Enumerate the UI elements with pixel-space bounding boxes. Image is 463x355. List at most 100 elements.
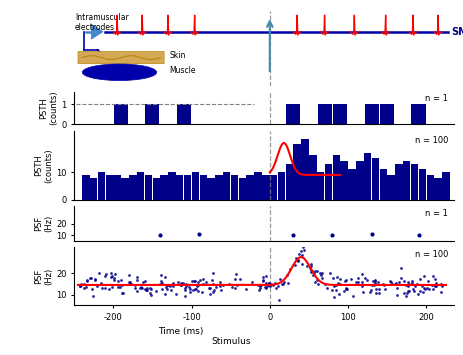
Point: [232, 285, 239, 291]
Point: [309, 272, 316, 278]
Y-axis label: PSTH
(counts): PSTH (counts): [34, 148, 53, 182]
Point: [420, 273, 427, 279]
Bar: [160, 175, 168, 200]
Point: [84, 278, 91, 283]
Point: [372, 290, 380, 295]
Point: [402, 293, 410, 299]
Point: [163, 286, 171, 292]
Point: [108, 284, 116, 290]
Point: [216, 283, 223, 289]
Point: [314, 282, 322, 287]
Bar: [215, 175, 223, 200]
Point: [404, 283, 412, 289]
Bar: [332, 155, 340, 200]
Point: [375, 291, 382, 296]
Point: [76, 283, 84, 289]
Point: [248, 279, 256, 284]
Point: [196, 231, 203, 237]
Point: [358, 283, 365, 289]
Bar: [145, 104, 159, 124]
Point: [430, 282, 438, 288]
Bar: [184, 175, 191, 200]
Point: [275, 297, 283, 303]
Bar: [325, 164, 332, 200]
Point: [352, 279, 360, 285]
Point: [138, 285, 146, 291]
Point: [167, 288, 175, 293]
Point: [404, 279, 412, 284]
Point: [343, 285, 350, 291]
Point: [308, 268, 316, 274]
Point: [103, 271, 110, 277]
Bar: [262, 175, 269, 200]
Bar: [106, 175, 113, 200]
Point: [182, 283, 190, 288]
Bar: [254, 172, 262, 200]
Point: [163, 284, 170, 290]
Bar: [380, 169, 387, 200]
Bar: [137, 172, 144, 200]
Point: [271, 280, 279, 286]
Point: [423, 286, 431, 291]
Text: Muscle: Muscle: [169, 66, 196, 75]
Point: [91, 278, 99, 283]
Point: [316, 271, 324, 276]
Point: [225, 282, 233, 287]
Bar: [372, 158, 379, 200]
Point: [432, 280, 440, 286]
Bar: [395, 164, 403, 200]
Point: [431, 284, 438, 289]
Bar: [388, 175, 395, 200]
Point: [266, 282, 273, 288]
Bar: [333, 104, 347, 124]
Point: [329, 232, 336, 237]
Bar: [364, 153, 371, 200]
Point: [375, 286, 382, 292]
Bar: [176, 104, 191, 124]
Point: [322, 281, 329, 286]
Point: [307, 265, 314, 271]
Point: [199, 282, 206, 287]
Point: [347, 276, 354, 282]
Point: [263, 283, 271, 288]
X-axis label: Time (ms): Time (ms): [158, 327, 203, 336]
Point: [424, 278, 432, 284]
Point: [259, 277, 266, 283]
Text: electrodes: electrodes: [75, 23, 115, 32]
Bar: [286, 104, 300, 124]
Point: [414, 291, 422, 297]
Point: [158, 286, 166, 292]
Point: [182, 281, 190, 287]
Point: [344, 286, 351, 292]
Point: [312, 268, 319, 274]
Point: [408, 280, 416, 286]
Point: [368, 282, 375, 288]
FancyBboxPatch shape: [78, 51, 164, 64]
Point: [363, 278, 370, 283]
Bar: [129, 175, 137, 200]
Point: [236, 277, 244, 282]
Point: [200, 276, 207, 282]
Bar: [278, 172, 285, 200]
Point: [189, 287, 196, 293]
Point: [279, 282, 286, 287]
Point: [82, 285, 89, 290]
Point: [372, 280, 379, 286]
Point: [298, 261, 305, 266]
Point: [232, 276, 239, 282]
Point: [276, 277, 283, 282]
Point: [114, 278, 121, 283]
Point: [169, 280, 177, 285]
Point: [203, 279, 210, 285]
Point: [102, 274, 109, 279]
Point: [162, 274, 169, 280]
Polygon shape: [91, 24, 103, 39]
Point: [333, 274, 340, 280]
Point: [368, 231, 375, 237]
Point: [105, 286, 113, 292]
Point: [134, 289, 141, 294]
Point: [400, 290, 408, 296]
Point: [146, 285, 154, 290]
Point: [420, 285, 428, 291]
Point: [307, 263, 315, 268]
